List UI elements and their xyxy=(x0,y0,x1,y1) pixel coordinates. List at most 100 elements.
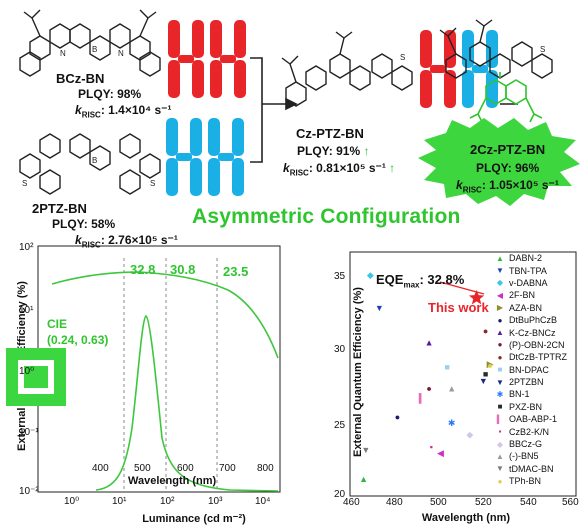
headline: Asymmetric Configuration xyxy=(192,205,461,228)
legend-item: ▶ AZA-BN xyxy=(495,302,567,314)
scatter-point-12: ■ xyxy=(483,369,488,379)
left-x-tick-4: 10⁴ xyxy=(255,496,271,507)
svg-text:B: B xyxy=(92,156,97,165)
2ptz-bn-krisc: kRISC: 2.76×10⁵ s⁻¹ xyxy=(75,233,178,250)
legend-item: ▲ (-)-BN5 xyxy=(495,450,567,462)
legend-item: ✱ BN-1 xyxy=(495,388,567,400)
right-x-tick-460: 460 xyxy=(343,497,360,508)
right-y-tick-35: 35 xyxy=(334,271,346,282)
scatter-point-5: ● xyxy=(395,412,400,422)
el-spectrum xyxy=(95,315,279,492)
legend-marker-icon: ● xyxy=(497,352,503,362)
legend-item: ● DtCzB-TPTRZ xyxy=(495,351,567,363)
eqe-max-label: EQEmax: 32.8% xyxy=(376,272,465,290)
legend-label: 2PTZBN xyxy=(509,377,544,388)
legend-label: DtBuPhCzB xyxy=(509,315,558,326)
legend-marker-icon: ▲ xyxy=(496,328,504,338)
cz-ptz-bn-plqy: PLQY: 91% ↑ xyxy=(297,144,370,158)
svg-text:S: S xyxy=(540,45,545,54)
legend-item: ● DtBuPhCzB xyxy=(495,314,567,326)
legend-label: BN-DPAC xyxy=(509,364,549,375)
legend-marker-icon: ▼ xyxy=(496,377,504,387)
2cz-ptz-bn-structure xyxy=(439,19,553,79)
right-y-tick-20: 20 xyxy=(334,489,346,500)
legend-item: ▍ OAB-ABP-1 xyxy=(495,413,567,425)
right-x-tick-520: 520 xyxy=(475,497,492,508)
scatter-point-3: ◀ xyxy=(437,448,444,458)
eqe-annotation-3: 23.5 xyxy=(223,264,249,279)
legend-item: ● (P)-OBN-2CN xyxy=(495,339,567,351)
legend-marker-icon: ▍ xyxy=(496,414,504,424)
legend-marker-icon: ▲ xyxy=(496,253,504,263)
legend-item: ● TPh-BN xyxy=(495,475,567,487)
inset-x-axis-label: Wavelength (nm) xyxy=(128,475,217,487)
scatter-point-15: ◆ xyxy=(466,429,473,439)
legend-marker-icon: ▼ xyxy=(496,464,504,474)
scatter-point-9: ■ xyxy=(444,362,449,372)
scatter-point-1: ▼ xyxy=(375,303,384,313)
legend-item: ▪ CzB2-K/N xyxy=(495,425,567,437)
left-x-tick-0: 10⁰ xyxy=(64,496,80,507)
cz-ptz-bn-structure xyxy=(281,31,413,107)
legend-label: K-Cz-BNCz xyxy=(509,327,556,338)
legend-marker-icon: ▪ xyxy=(498,427,502,437)
legend-marker-icon: ▶ xyxy=(496,303,504,313)
legend-marker-icon: ● xyxy=(497,315,503,325)
eqe-annotation-2: 30.8 xyxy=(170,262,196,277)
inset-x-tick-1: 500 xyxy=(134,463,151,474)
left-y-tick-0: 10² xyxy=(19,242,34,253)
inset-x-tick-2: 600 xyxy=(177,463,194,474)
legend-label: DABN-2 xyxy=(509,253,543,264)
inset-x-tick-3: 700 xyxy=(219,463,236,474)
legend-marker-icon: ◆ xyxy=(496,278,504,288)
left-y-tick-3: 10⁻¹ xyxy=(19,427,39,438)
left-x-tick-2: 10² xyxy=(160,496,175,507)
this-work-star xyxy=(469,289,485,305)
scatter-point-7: ● xyxy=(426,383,431,393)
2ptz-bn-plqy: PLQY: 58% xyxy=(52,217,116,231)
left-y-tick-1: 10¹ xyxy=(19,305,34,316)
legend-label: BN-1 xyxy=(509,389,530,400)
eqe-annotation-1: 32.8 xyxy=(130,262,156,277)
cz-ptz-bn-label: Cz-PTZ-BN xyxy=(296,126,364,141)
2cz-ptz-bn-krisc: kRISC: 1.05×10⁵ s⁻¹ xyxy=(456,178,559,195)
svg-text:S: S xyxy=(150,179,155,188)
bcz-bn-krisc: kRISC: 1.4×10⁴ s⁻¹ xyxy=(75,103,172,120)
legend-label: AZA-BN xyxy=(509,302,543,313)
scatter-point-4: ▶ xyxy=(487,359,494,369)
right-chart-legend: ▲ DABN-2 ▼ TBN-TPA ◆ v-DABNA ◀ 2F-BN ▶ AZA-BN ● DtB… xyxy=(495,252,567,487)
legend-label: (-)-BN5 xyxy=(509,451,539,462)
legend-label: PXZ-BN xyxy=(509,401,543,412)
legend-marker-icon: ■ xyxy=(497,365,503,375)
legend-marker-icon: ◆ xyxy=(496,439,504,449)
right-chart-frame xyxy=(349,251,577,497)
legend-item: ▲ DABN-2 xyxy=(495,252,567,264)
red-chromosome-icon xyxy=(168,20,246,98)
svg-text:B: B xyxy=(92,45,97,54)
legend-item: ▼ tDMAC-BN xyxy=(495,463,567,475)
legend-item: ◆ BBCz-G xyxy=(495,438,567,450)
bcz-bn-label: BCz-BN xyxy=(56,71,105,86)
legend-label: v-DABNA xyxy=(509,277,548,288)
right-x-tick-480: 480 xyxy=(386,497,403,508)
scatter-point-17: ▼ xyxy=(361,445,370,455)
bcz-bn-structure xyxy=(19,9,161,77)
scatter-point-0: ▲ xyxy=(359,474,368,484)
legend-marker-icon: ■ xyxy=(497,402,503,412)
svg-text:N: N xyxy=(60,49,66,58)
right-x-tick-540: 540 xyxy=(520,497,537,508)
legend-label: (P)-OBN-2CN xyxy=(509,339,565,350)
scatter-point-18: ● xyxy=(487,360,492,370)
legend-label: CzB2-K/N xyxy=(509,426,550,437)
left-chart-svg xyxy=(6,245,281,493)
2cz-ptz-bn-label: 2Cz-PTZ-BN xyxy=(470,142,546,157)
legend-label: 2F-BN xyxy=(509,290,536,301)
scatter-point-8: ● xyxy=(483,326,488,336)
right-y-tick-30: 30 xyxy=(334,344,346,355)
legend-marker-icon: ▲ xyxy=(496,451,504,461)
legend-label: TPh-BN xyxy=(509,476,542,487)
2ptz-bn-structure xyxy=(19,133,161,195)
legend-label: TBN-TPA xyxy=(509,265,547,276)
legend-marker-icon: ● xyxy=(497,340,503,350)
legend-item: ◆ v-DABNA xyxy=(495,277,567,289)
